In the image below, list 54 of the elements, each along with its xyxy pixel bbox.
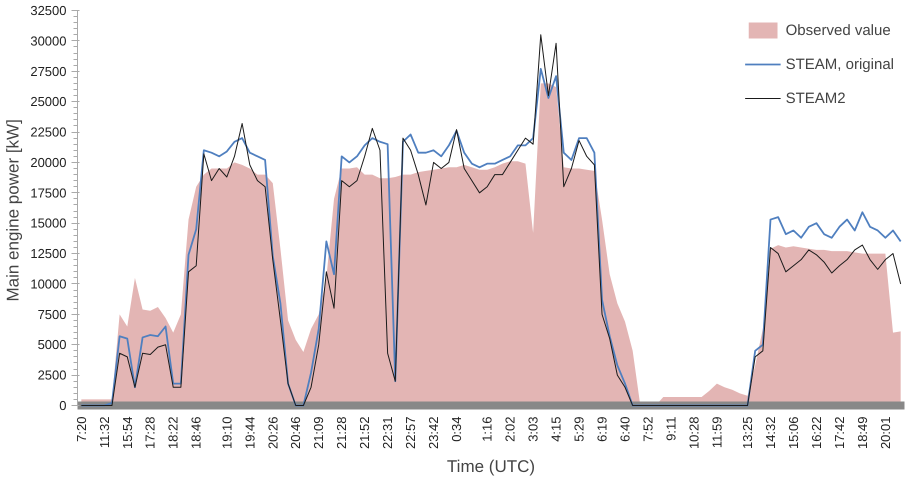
x-tick-label: 21:28 (334, 416, 350, 450)
y-tick-label: 12500 (30, 246, 67, 262)
x-tick-label: 7:52 (640, 416, 656, 442)
x-tick-label: 11:32 (96, 416, 112, 448)
legend-label: STEAM2 (786, 90, 846, 106)
y-tick-label: 2500 (38, 368, 66, 383)
x-tick-label: 9:11 (663, 416, 678, 441)
x-tick-label: 19:10 (219, 416, 234, 450)
x-tick-label: 2:02 (502, 416, 518, 442)
legend-label: Observed value (786, 22, 891, 38)
y-tick-label: 0 (59, 398, 67, 413)
x-tick-label: 20:46 (288, 416, 304, 450)
y-tick-label: 30000 (30, 33, 67, 48)
x-tick-label: 18:22 (166, 416, 181, 450)
x-tick-label: 21:09 (311, 416, 326, 450)
x-tick-label: 15:06 (786, 416, 801, 450)
x-tick-label: 1:16 (480, 416, 495, 442)
x-tick-label: 13:25 (740, 416, 756, 450)
y-tick-label: 32500 (30, 3, 67, 18)
x-tick-label: 4:15 (548, 416, 564, 442)
x-tick-label: 19:44 (242, 416, 258, 450)
y-tick-label: 10000 (30, 276, 67, 292)
x-tick-label: 17:42 (832, 416, 847, 450)
y-tick-label: 7500 (38, 306, 66, 322)
x-tick-label: 5:29 (572, 416, 587, 442)
x-axis-title: Time (UTC) (446, 457, 536, 476)
x-tick-label: 7:20 (74, 416, 89, 442)
y-tick-label: 20000 (30, 154, 67, 170)
x-tick-label: 6:19 (594, 416, 610, 442)
y-tick-label: 27500 (30, 64, 67, 79)
x-tick-label: 23:42 (426, 416, 442, 450)
legend-label: STEAM, original (786, 56, 894, 72)
y-axis-title: Main engine power [kW] (3, 119, 22, 302)
y-tick-label: 17500 (30, 185, 67, 200)
x-tick-label: 18:46 (188, 416, 204, 450)
y-tick-label: 5000 (38, 337, 66, 352)
x-tick-label: 3:03 (526, 416, 541, 442)
y-tick-label: 22500 (30, 124, 67, 140)
x-tick-label: 11:59 (709, 416, 724, 448)
x-tick-label: 21:52 (357, 416, 372, 450)
x-tick-label: 20:26 (265, 416, 280, 450)
y-tick-label: 25000 (30, 94, 67, 110)
x-tick-label: 22:57 (403, 416, 418, 450)
y-tick-label: 15000 (30, 216, 67, 231)
x-tick-label: 22:31 (380, 416, 396, 450)
x-tick-label: 14:32 (762, 416, 778, 450)
x-tick-label: 17:28 (142, 416, 158, 450)
x-tick-label: 10:28 (686, 416, 702, 450)
x-tick-label: 15:54 (120, 416, 135, 450)
x-tick-label: 16:22 (808, 416, 824, 450)
x-tick-label: 18:49 (854, 416, 870, 450)
x-tick-label: 6:40 (618, 416, 633, 442)
x-tick-label: 0:34 (449, 416, 464, 442)
x-tick-label: 20:01 (878, 416, 893, 450)
